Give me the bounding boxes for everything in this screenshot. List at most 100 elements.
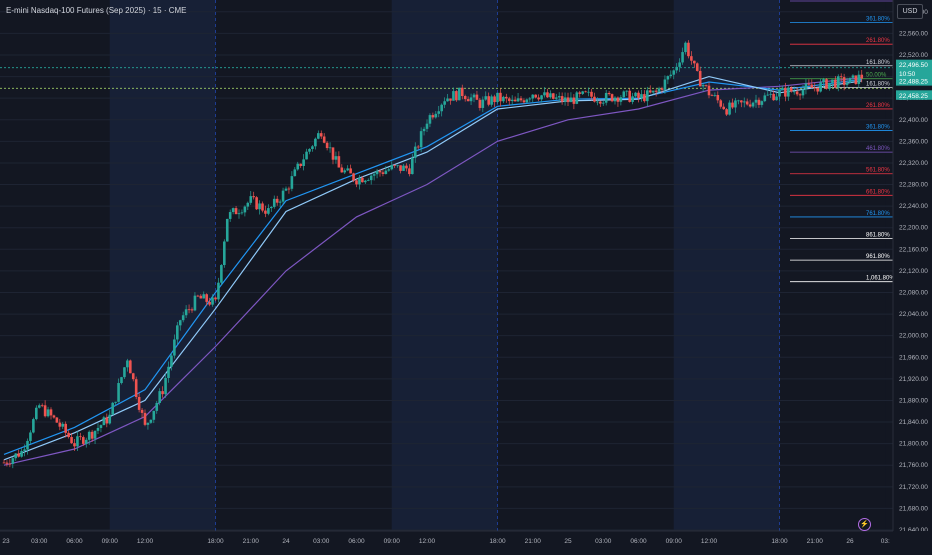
moving-average-line	[3, 75, 862, 461]
candle-body	[792, 91, 796, 93]
candle-body	[102, 417, 106, 426]
candle-body	[628, 90, 631, 102]
candle-body	[795, 91, 799, 95]
candle-body	[460, 87, 464, 97]
lightning-icon[interactable]: ⚡	[858, 518, 871, 531]
candle-body	[158, 391, 161, 403]
candle-body	[375, 170, 379, 175]
candle-body	[599, 101, 602, 104]
candle-body	[123, 367, 126, 378]
candle-body	[311, 146, 314, 149]
candle-body	[569, 97, 573, 103]
candle-body	[70, 437, 73, 444]
candle-body	[834, 79, 837, 88]
price-tick-label: 22,240.00	[899, 203, 928, 210]
candle-body	[816, 87, 819, 92]
fib-label: 961.80%	[866, 254, 890, 260]
candle-body	[698, 70, 702, 87]
candle-body	[79, 436, 82, 438]
symbol-title[interactable]: E-mini Nasdaq-100 Futures (Sep 2025) · 1…	[6, 6, 187, 15]
currency-button[interactable]: USD	[897, 4, 923, 19]
time-tick-label: 24	[282, 538, 290, 545]
candle-body	[748, 104, 752, 107]
candle-body	[190, 309, 194, 311]
candle-body	[660, 88, 664, 90]
candle-body	[290, 176, 294, 189]
candle-body	[167, 366, 170, 378]
candle-body	[211, 297, 214, 305]
candle-body	[402, 165, 405, 171]
candle-body	[431, 115, 435, 118]
candle-body	[825, 79, 828, 89]
candle-body	[252, 196, 255, 198]
candle-body	[610, 94, 614, 102]
candle-body	[854, 75, 858, 84]
time-tick-label: 06:00	[66, 538, 83, 545]
candle-body	[129, 360, 132, 374]
candle-body	[346, 168, 349, 171]
candle-body	[466, 99, 470, 102]
candle-body	[111, 402, 114, 415]
candle-body	[352, 173, 355, 181]
candle-body	[155, 402, 159, 411]
candle-body	[787, 87, 790, 97]
time-tick-label: 23	[2, 538, 10, 545]
candle-body	[405, 165, 408, 169]
fib-label: 461.80%	[866, 146, 890, 152]
candle-body	[554, 97, 558, 99]
candle-body	[372, 174, 376, 176]
candle-body	[734, 100, 737, 108]
candle-body	[687, 42, 690, 57]
candle-body	[478, 99, 482, 108]
time-tick-label: 12:00	[701, 538, 718, 545]
fib-label: 361.80%	[866, 17, 890, 23]
candle-body	[513, 99, 517, 102]
price-badge	[896, 59, 932, 70]
fib-label: 461.80%	[866, 0, 890, 1]
price-tick-label: 22,560.00	[899, 30, 928, 37]
candle-body	[607, 92, 611, 95]
price-tick-label: 21,960.00	[899, 354, 928, 361]
candle-body	[760, 101, 764, 105]
candle-body	[302, 159, 305, 166]
price-tick-label: 22,320.00	[899, 160, 928, 167]
candle-body	[49, 409, 53, 416]
candle-body	[528, 98, 532, 100]
candle-body	[543, 92, 546, 96]
candle-body	[810, 84, 814, 88]
candle-body	[422, 128, 426, 132]
candle-body	[117, 383, 120, 402]
candle-body	[784, 87, 787, 97]
candle-body	[842, 77, 846, 85]
candle-body	[17, 453, 20, 457]
candle-body	[669, 74, 673, 77]
candle-body	[487, 96, 490, 105]
candle-body	[322, 136, 326, 143]
candle-body	[725, 109, 728, 115]
candle-body	[637, 92, 640, 99]
candle-body	[531, 94, 535, 99]
candle-body	[178, 320, 182, 326]
session-band	[391, 0, 498, 531]
candle-body	[96, 427, 100, 431]
candle-body	[493, 96, 496, 103]
candle-body	[317, 133, 320, 139]
candle-body	[848, 77, 852, 83]
candle-body	[754, 99, 758, 103]
candle-body	[510, 99, 514, 102]
price-tick-label: 22,360.00	[899, 138, 928, 145]
candle-body	[804, 83, 808, 90]
price-tick-label: 21,880.00	[899, 397, 928, 404]
candle-body	[29, 432, 32, 441]
candle-body	[446, 98, 449, 102]
candle-body	[481, 99, 485, 108]
candle-body	[108, 414, 112, 424]
candle-body	[822, 79, 825, 83]
candle-body	[557, 96, 561, 98]
candle-body	[20, 451, 23, 457]
session-band	[497, 0, 674, 531]
candle-body	[184, 309, 188, 316]
candle-body	[2, 462, 6, 464]
